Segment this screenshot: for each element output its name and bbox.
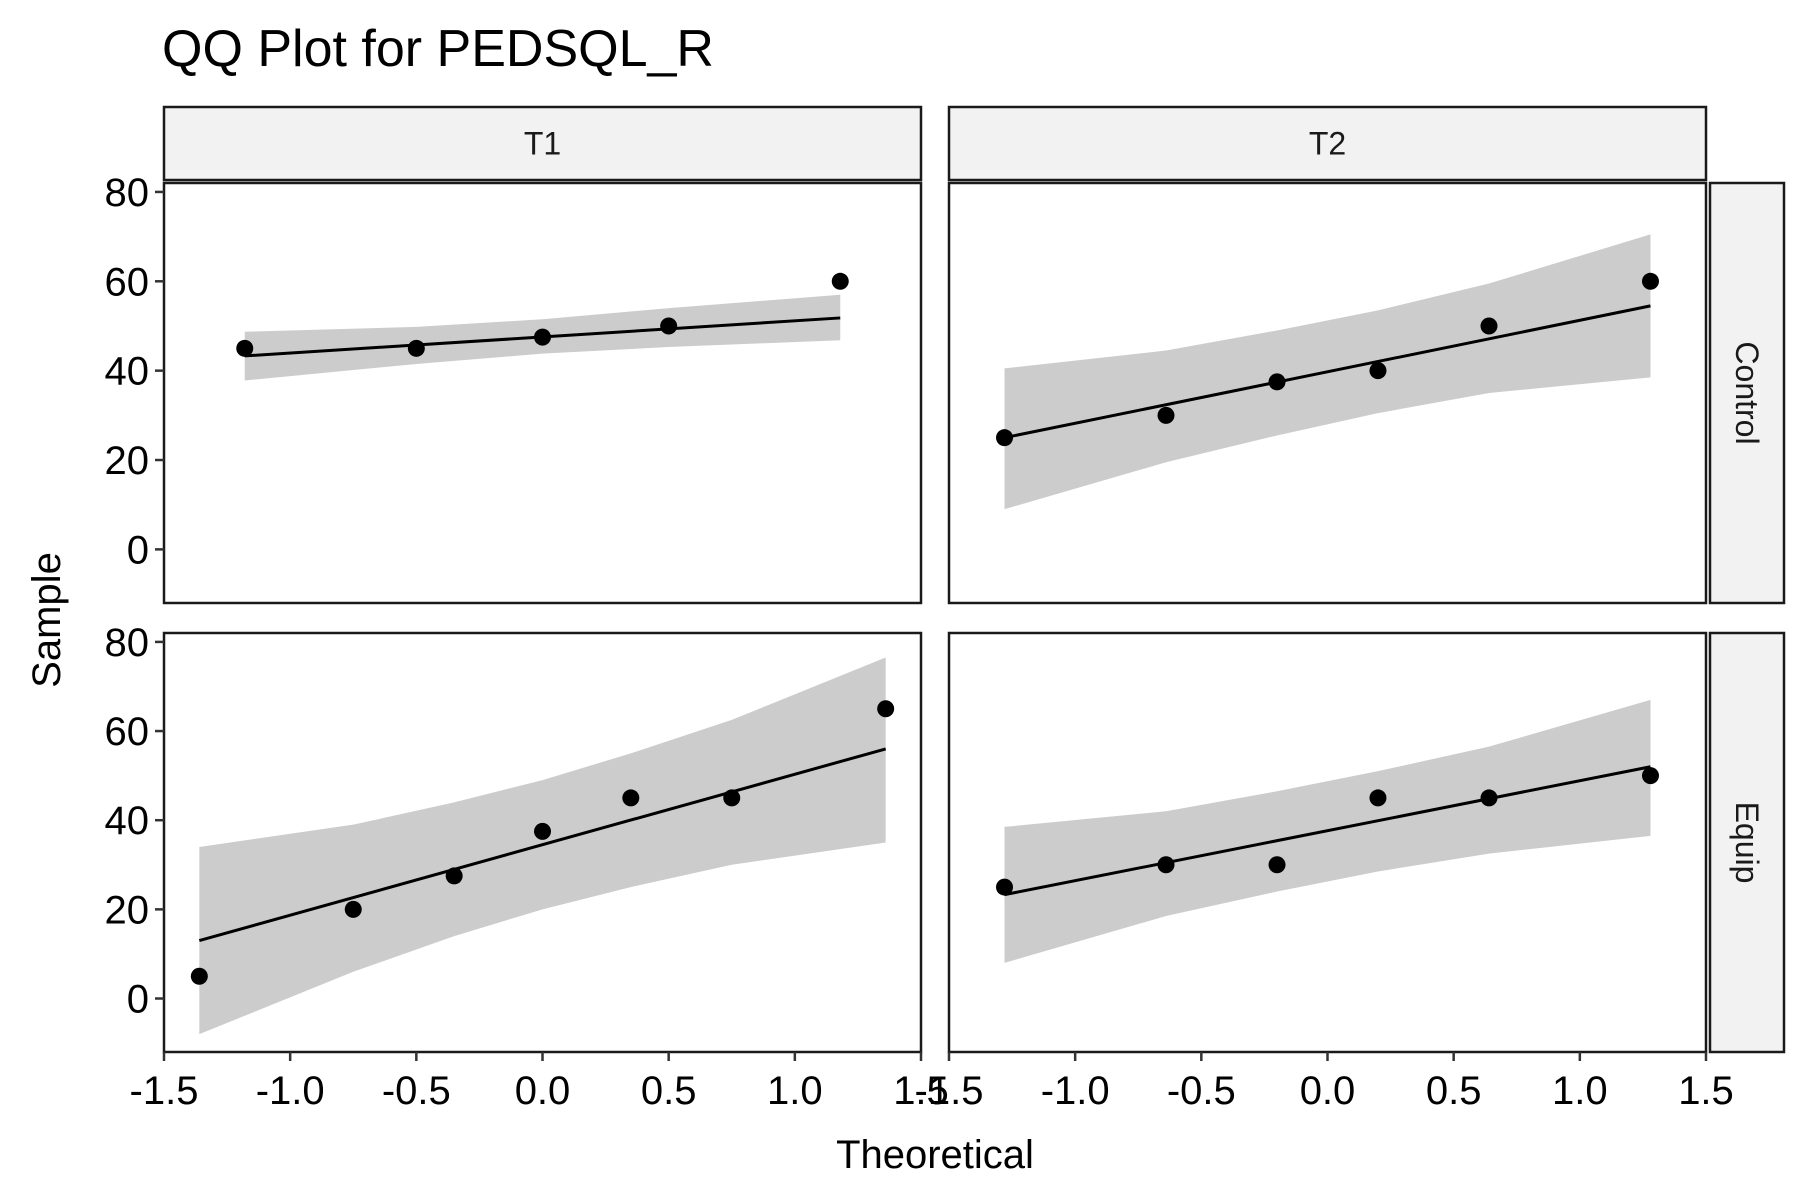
panel-t1-control [162, 181, 923, 605]
data-point [534, 328, 551, 346]
reference-line [1004, 304, 1651, 440]
panel-background [164, 183, 921, 603]
facet-label-control: Control [1729, 341, 1765, 444]
reference-line [1004, 765, 1651, 897]
y-tick-label: 0 [127, 978, 149, 1022]
data-point [622, 789, 640, 807]
x-tick-label: 0.5 [641, 1069, 697, 1113]
data-point [1480, 317, 1498, 335]
data-point [190, 967, 208, 985]
data-point [877, 700, 895, 718]
panel-t2-equip [947, 631, 1708, 1054]
data-point [1157, 406, 1175, 424]
data-point [1268, 856, 1286, 874]
data-point [236, 339, 254, 357]
data-point [1369, 789, 1387, 807]
y-tick-label: 20 [105, 439, 150, 483]
data-point [723, 789, 741, 807]
reference-line [198, 747, 887, 943]
y-axis-title: Sample [25, 552, 69, 688]
x-tick-label: 0.0 [1300, 1069, 1356, 1113]
data-point [1480, 789, 1498, 807]
data-point [445, 867, 463, 885]
x-tick-label: 1.0 [767, 1069, 823, 1113]
data-point [344, 900, 362, 918]
data-point [660, 317, 678, 335]
x-axis-title: Theoretical [836, 1133, 1034, 1177]
facet-strip-control [1708, 181, 1786, 605]
panel-t2-control [947, 181, 1708, 605]
data-point [996, 878, 1014, 896]
data-point [1369, 362, 1387, 380]
data-point [831, 272, 849, 290]
y-tick-label: 0 [127, 528, 149, 572]
data-point [534, 822, 551, 840]
y-tick-label: 80 [105, 171, 150, 215]
data-point [1157, 856, 1175, 874]
y-tick-label: 20 [105, 888, 150, 932]
x-tick-label: 1.5 [893, 1069, 949, 1113]
x-tick-label: 0.5 [1426, 1069, 1482, 1113]
data-point [407, 339, 425, 357]
x-tick-label: -1.5 [915, 1069, 984, 1113]
y-tick-label: 40 [105, 799, 150, 843]
facet-label-t2: T2 [1309, 126, 1346, 162]
x-tick-label: -1.5 [130, 1069, 199, 1113]
x-tick-label: -0.5 [1167, 1069, 1236, 1113]
x-tick-label: 0.0 [515, 1069, 571, 1113]
x-tick-label: 1.5 [1678, 1069, 1734, 1113]
chart-title: QQ Plot for PEDSQL_R [162, 20, 714, 78]
x-tick-label: -1.0 [1041, 1069, 1110, 1113]
panel-border [947, 181, 1708, 605]
data-point [1641, 767, 1659, 785]
facet-strip-equip [1708, 631, 1786, 1054]
data-point [1641, 272, 1659, 290]
data-point [1268, 373, 1286, 391]
data-point [996, 429, 1014, 447]
y-tick-label: 80 [105, 621, 150, 665]
panel-t1-equip [162, 631, 923, 1054]
facet-strip-t2 [947, 105, 1708, 182]
x-tick-label: -0.5 [382, 1069, 451, 1113]
y-tick-label: 60 [105, 710, 150, 754]
panel-border [162, 181, 923, 605]
facet-strip-t1 [162, 105, 923, 182]
y-tick-label: 60 [105, 260, 150, 304]
y-tick-label: 40 [105, 350, 150, 394]
x-tick-label: -1.0 [256, 1069, 325, 1113]
facet-label-equip: Equip [1729, 802, 1765, 884]
x-tick-label: 1.0 [1552, 1069, 1608, 1113]
facet-label-t1: T1 [524, 126, 561, 162]
